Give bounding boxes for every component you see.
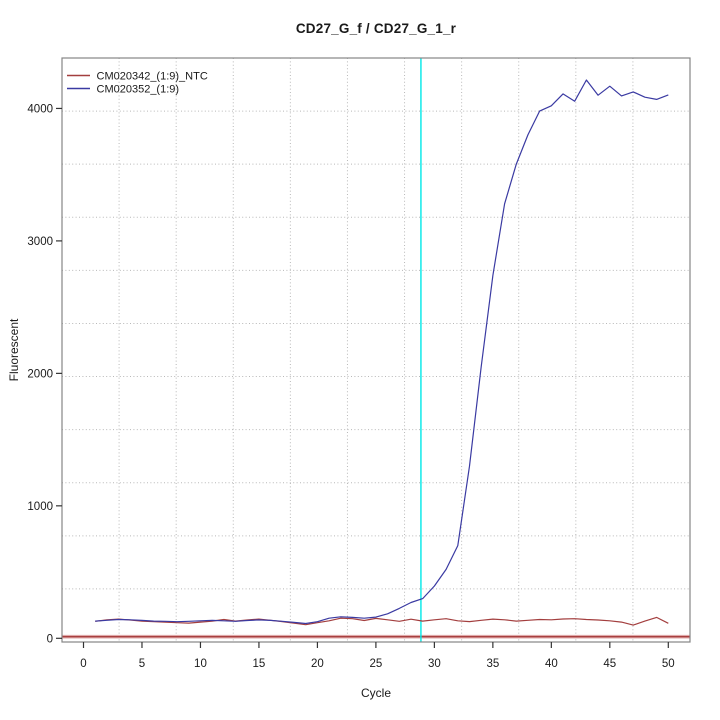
x-tick-label: 15 [253, 658, 266, 670]
y-tick-label: 2000 [27, 368, 53, 380]
x-tick-label: 30 [428, 658, 441, 670]
y-tick-label: 4000 [27, 103, 53, 115]
y-tick-label: 0 [47, 633, 53, 645]
x-tick-label: 35 [486, 658, 499, 670]
series-line [95, 79, 669, 625]
plot-border [61, 57, 691, 643]
legend-label: CM020352_(1:9) [97, 83, 180, 95]
series-line [95, 616, 669, 626]
x-tick-label: 50 [662, 658, 675, 670]
legend-label: CM020342_(1:9)_NTC [97, 70, 208, 82]
x-tick-label: 45 [603, 658, 616, 670]
chart-title: CD27_G_f / CD27_G_1_r [295, 21, 457, 36]
x-tick-label: 10 [194, 658, 207, 670]
x-tick-label: 20 [311, 658, 324, 670]
x-axis-label: Cycle [360, 686, 391, 700]
x-tick-label: 40 [545, 658, 558, 670]
x-tick-label: 5 [139, 658, 145, 670]
x-tick-label: 0 [80, 658, 86, 670]
x-tick-label: 25 [370, 658, 383, 670]
y-tick-label: 1000 [27, 501, 53, 513]
y-tick-label: 3000 [27, 236, 53, 248]
